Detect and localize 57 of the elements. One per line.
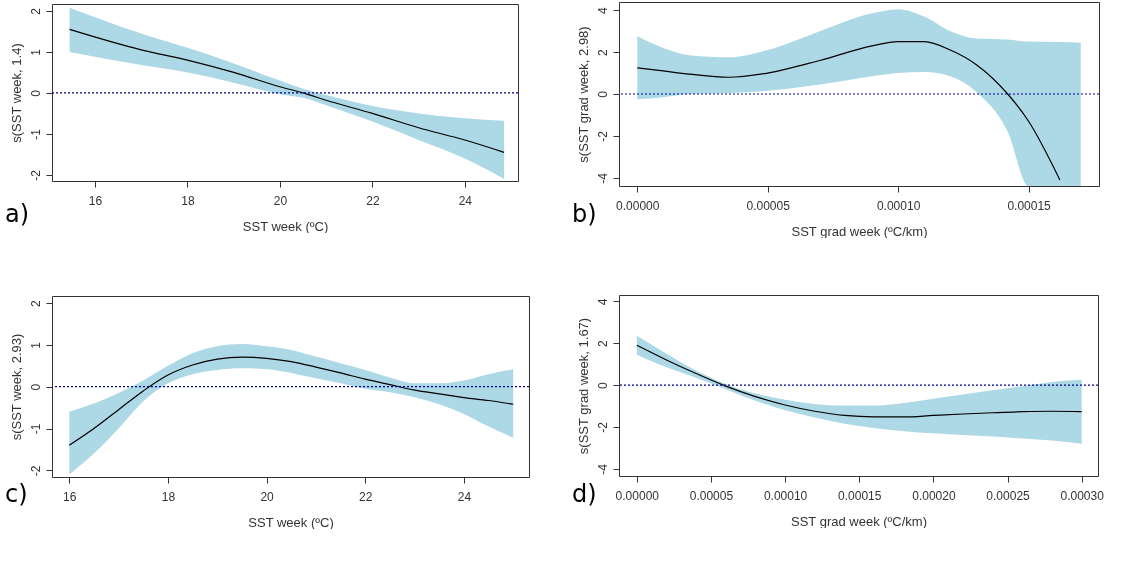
x-tick-label: 0.00005 (689, 488, 734, 503)
y-tick-label: -2 (28, 169, 43, 181)
y-tick-label: -4 (595, 172, 610, 184)
y-tick-label: 2 (28, 7, 43, 15)
line-series (636, 344, 1083, 418)
y-tick-label: -2 (28, 465, 43, 477)
y-tick-label: 2 (28, 299, 43, 307)
y-tick-label: 0 (595, 90, 610, 98)
line-series (636, 41, 1061, 181)
x-tick-label: 0.00005 (746, 198, 791, 213)
x-tick-label: 20 (260, 489, 275, 504)
y-tick-label: -4 (595, 463, 610, 475)
y-tick-label: 2 (595, 48, 610, 56)
y-tick-label: 4 (595, 298, 610, 306)
y-axis-title: s(SST grad week, 1.67) (575, 317, 591, 455)
y-tick-label: -1 (28, 128, 43, 140)
x-axis-title: SST week (ºC) (242, 218, 329, 234)
y-tick-label: 1 (28, 48, 43, 56)
y-tick-label: 0 (28, 383, 43, 391)
x-tick-label: 0.00025 (986, 488, 1031, 503)
x-tick-label: 22 (359, 489, 373, 504)
text: a) (5, 200, 30, 228)
x-tick-label: 22 (366, 193, 380, 208)
x-tick-label: 24 (457, 489, 472, 504)
x-axis-title: SST grad week (ºC/km) (791, 223, 928, 239)
y-tick-label: 0 (28, 89, 43, 97)
x-axis-title: SST grad week (ºC/km) (791, 513, 927, 529)
y-tick-label: -2 (595, 130, 610, 142)
line-series (68, 356, 514, 446)
y-axis-title: s(SST grad week, 2.98) (575, 26, 591, 163)
x-tick-label: 0.00015 (838, 488, 882, 503)
x-tick-label: 0.00000 (615, 488, 660, 503)
y-tick-label: 2 (595, 340, 610, 348)
x-tick-label: 0.00015 (1007, 198, 1052, 213)
text: b) (572, 200, 597, 228)
x-tick-label: 0.00010 (876, 198, 921, 213)
y-axis-title: s(SST week, 1.4) (8, 43, 24, 143)
y-tick-label: -2 (595, 421, 610, 433)
y-tick-label: 4 (595, 7, 610, 15)
x-tick-label: 0.00030 (1060, 488, 1105, 503)
text: d) (572, 480, 597, 508)
x-axis-title: SST week (ºC) (248, 514, 334, 530)
x-tick-label: 18 (161, 489, 176, 504)
x-tick-label: 0.00010 (763, 488, 808, 503)
y-tick-label: -1 (28, 423, 43, 435)
x-tick-label: 16 (63, 489, 77, 504)
x-tick-label: 16 (88, 193, 103, 208)
x-tick-label: 24 (458, 193, 473, 208)
x-tick-label: 20 (273, 193, 288, 208)
y-axis-title: s(SST week, 2.93) (8, 333, 24, 441)
x-tick-label: 0.00000 (616, 198, 660, 213)
x-tick-label: 0.00020 (912, 488, 956, 503)
y-tick-label: 1 (28, 341, 43, 349)
x-tick-label: 18 (181, 193, 195, 208)
text: c) (5, 480, 28, 508)
y-tick-label: 0 (595, 381, 610, 389)
line-series (68, 28, 505, 153)
